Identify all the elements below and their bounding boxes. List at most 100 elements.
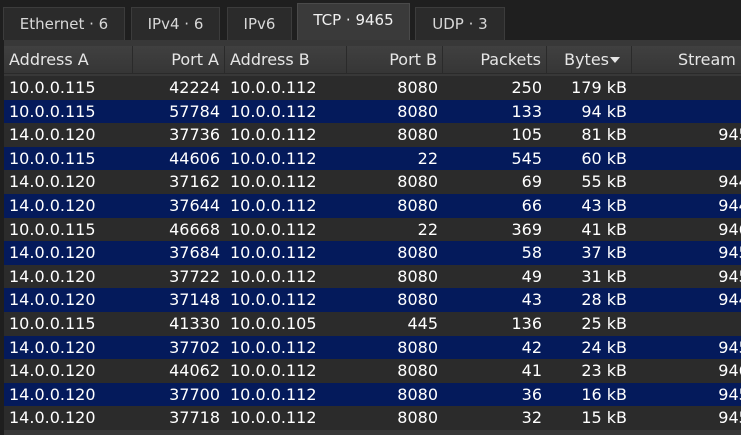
table-row[interactable]: 14.0.0.120 44062 10.0.0.112 8080 41 23 kB 9460 bbox=[4, 359, 741, 383]
cell-packets: 369 bbox=[511, 219, 542, 239]
cell-packets: 105 bbox=[511, 125, 542, 145]
cell-address-a: 14.0.0.120 bbox=[9, 290, 96, 310]
cell-port-a: 42224 bbox=[169, 78, 220, 97]
cell-bytes: 55 kB bbox=[581, 172, 627, 192]
conversation-table: Address A Port A Address B Port B Packet… bbox=[4, 40, 741, 435]
cell-packets: 36 bbox=[521, 384, 542, 404]
cell-port-b: 8080 bbox=[397, 172, 438, 192]
cell-packets: 43 bbox=[521, 290, 542, 310]
cell-address-a: 14.0.0.120 bbox=[9, 408, 96, 428]
cell-stream-id: 9450 bbox=[718, 243, 741, 263]
cell-packets: 136 bbox=[511, 313, 542, 333]
cell-packets: 69 bbox=[521, 172, 542, 192]
table-row[interactable]: 10.0.0.115 57784 10.0.0.112 8080 133 94 kB2 bbox=[4, 99, 741, 124]
cell-address-a: 14.0.0.120 bbox=[9, 195, 96, 215]
tab-ipv4[interactable]: IPv4 · 6 bbox=[131, 7, 220, 40]
table-row[interactable]: 10.0.0.115 44606 10.0.0.112 22 545 60 kB bbox=[4, 146, 741, 171]
cell-bytes: 43 kB bbox=[581, 195, 627, 215]
table-row[interactable]: 14.0.0.120 37684 10.0.0.112 8080 58 37 kB 9450 bbox=[4, 241, 741, 265]
table-row[interactable]: 10.0.0.115 46668 10.0.0.112 22 369 41 kB 9464 bbox=[4, 217, 741, 242]
tab-ipv6[interactable]: IPv6 bbox=[227, 7, 292, 40]
cell-bytes: 16 kB bbox=[581, 384, 627, 404]
cell-bytes: 15 kB bbox=[581, 408, 627, 428]
cell-port-a: 57784 bbox=[169, 101, 220, 121]
cell-address-a: 14.0.0.120 bbox=[9, 361, 96, 381]
cell-bytes: 94 kB bbox=[581, 101, 627, 121]
cell-address-a: 10.0.0.115 bbox=[9, 148, 96, 168]
cell-address-a: 10.0.0.115 bbox=[9, 219, 96, 239]
cell-stream-id: 3 bbox=[632, 76, 741, 100]
cell-port-b: 8080 bbox=[397, 101, 438, 121]
cell-port-a: 41330 bbox=[169, 313, 220, 333]
cell-address-b: 10.0.0.112 bbox=[230, 78, 317, 97]
table-row[interactable]: 14.0.0.120 37736 10.0.0.112 8080 105 81 kB 945… bbox=[4, 123, 741, 147]
column-header-packets[interactable]: Packets bbox=[443, 46, 547, 74]
cell-port-b: 8080 bbox=[397, 408, 438, 428]
cell-bytes: 60 kB bbox=[581, 148, 627, 168]
tab-udp[interactable]: UDP · 3 bbox=[415, 7, 505, 40]
cell-stream-id: 9454 bbox=[718, 408, 741, 428]
tab-ethernet[interactable]: Ethernet · 6 bbox=[3, 7, 125, 40]
cell-address-a: 14.0.0.120 bbox=[9, 243, 96, 263]
cell-port-b: 8080 bbox=[397, 361, 438, 381]
cell-address-b: 10.0.0.112 bbox=[230, 266, 317, 286]
column-header-address-a[interactable]: Address A bbox=[4, 46, 133, 74]
cell-port-b: 8080 bbox=[397, 78, 438, 97]
cell-address-a: 10.0.0.115 bbox=[9, 101, 96, 121]
cell-stream-id: 9441 bbox=[718, 290, 741, 310]
table-row[interactable]: 14.0.0.120 37702 10.0.0.112 8080 42 24 kB 9452 bbox=[4, 335, 741, 360]
column-header-port-b[interactable]: Port B bbox=[347, 46, 443, 74]
table-row[interactable]: 10.0.0.115 41330 10.0.0.105 445 136 25 kB0 bbox=[4, 311, 741, 336]
tab-tcp[interactable]: TCP · 9465 bbox=[297, 3, 410, 41]
cell-port-a: 37148 bbox=[169, 290, 220, 310]
column-header-stream-id[interactable]: Stream ID bbox=[632, 46, 741, 74]
cell-address-b: 10.0.0.112 bbox=[230, 148, 317, 168]
cell-port-b: 8080 bbox=[397, 243, 438, 263]
table-row[interactable]: 14.0.0.120 37700 10.0.0.112 8080 36 16 kB 9451 bbox=[4, 382, 741, 407]
cell-port-b: 8080 bbox=[397, 337, 438, 357]
cell-stream-id: 9464 bbox=[718, 219, 741, 239]
cell-address-b: 10.0.0.112 bbox=[230, 290, 317, 310]
column-header-address-b[interactable]: Address B bbox=[225, 46, 347, 74]
table-row[interactable]: 14.0.0.120 37162 10.0.0.112 8080 69 55 kB 9442 bbox=[4, 170, 741, 194]
cell-address-a: 10.0.0.115 bbox=[9, 313, 96, 333]
cell-stream-id: 9451 bbox=[718, 384, 741, 404]
cell-bytes: 23 kB bbox=[581, 361, 627, 381]
cell-port-b: 8080 bbox=[397, 384, 438, 404]
cell-port-a: 37644 bbox=[169, 195, 220, 215]
cell-stream-id: 9452 bbox=[718, 337, 741, 357]
table-row[interactable]: 14.0.0.120 37722 10.0.0.112 8080 49 31 kB 9452 bbox=[4, 264, 741, 289]
cell-stream-id: 0 bbox=[632, 312, 741, 336]
cell-stream-id: 2 bbox=[632, 100, 741, 124]
cell-bytes: 28 kB bbox=[581, 290, 627, 310]
cell-port-a: 44062 bbox=[169, 361, 220, 381]
table-row[interactable]: 14.0.0.120 37644 10.0.0.112 8080 66 43 kB 9440 bbox=[4, 193, 741, 218]
cell-address-b: 10.0.0.112 bbox=[230, 125, 317, 145]
cell-address-b: 10.0.0.112 bbox=[230, 219, 317, 239]
cell-port-a: 37700 bbox=[169, 384, 220, 404]
cell-bytes: 81 kB bbox=[581, 125, 627, 145]
cell-port-b: 8080 bbox=[397, 266, 438, 286]
cell-address-b: 10.0.0.112 bbox=[230, 361, 317, 381]
cell-address-a: 14.0.0.120 bbox=[9, 337, 96, 357]
cell-address-b: 10.0.0.112 bbox=[230, 101, 317, 121]
cell-port-b: 8080 bbox=[397, 290, 438, 310]
cell-port-a: 37702 bbox=[169, 337, 220, 357]
table-row[interactable]: 10.0.0.115 42224 10.0.0.112 8080 250 179 kB 3 bbox=[4, 76, 741, 100]
cell-packets: 250 bbox=[511, 78, 542, 97]
cell-address-a: 10.0.0.115 bbox=[9, 78, 96, 97]
table-row[interactable]: 14.0.0.120 37718 10.0.0.112 8080 32 15 kB 9454 bbox=[4, 406, 741, 430]
column-header-port-a[interactable]: Port A bbox=[133, 46, 225, 74]
cell-packets: 66 bbox=[521, 195, 542, 215]
cell-packets: 133 bbox=[511, 101, 542, 121]
cell-stream-id bbox=[632, 147, 741, 171]
cell-address-a: 14.0.0.120 bbox=[9, 384, 96, 404]
column-header-bytes-label: Bytes bbox=[564, 50, 609, 69]
cell-port-a: 37722 bbox=[169, 266, 220, 286]
cell-bytes: 25 kB bbox=[581, 313, 627, 333]
cell-port-a: 37736 bbox=[169, 125, 220, 145]
cell-address-b: 10.0.0.112 bbox=[230, 195, 317, 215]
table-row[interactable]: 14.0.0.120 37148 10.0.0.112 8080 43 28 kB 9441 bbox=[4, 288, 741, 312]
sort-descending-icon bbox=[610, 57, 620, 63]
